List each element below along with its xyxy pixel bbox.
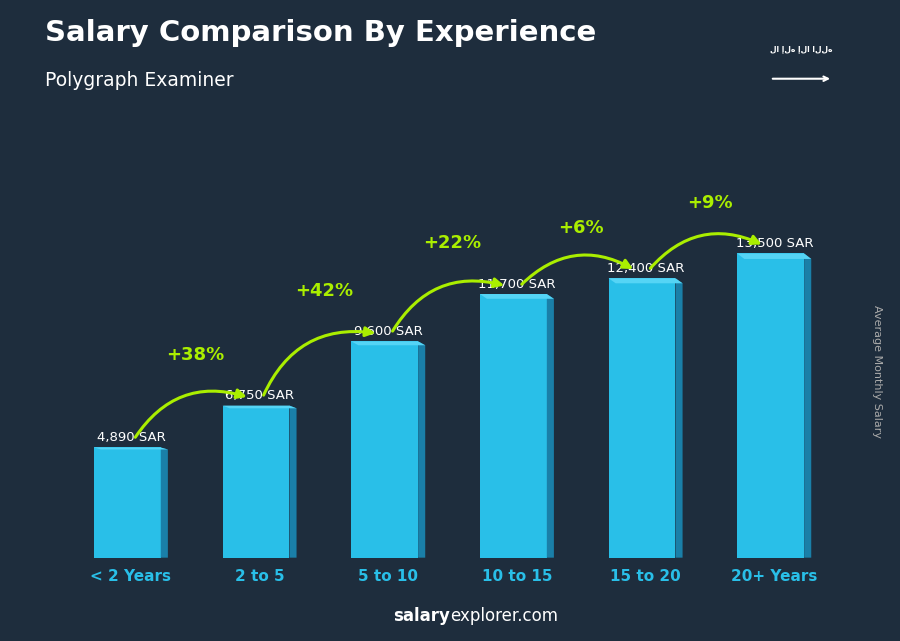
Bar	[608, 278, 676, 558]
Polygon shape	[161, 447, 168, 558]
Bar	[351, 342, 418, 558]
Text: 12,400 SAR: 12,400 SAR	[607, 262, 684, 275]
Text: 9,600 SAR: 9,600 SAR	[354, 325, 423, 338]
Polygon shape	[547, 294, 553, 558]
Text: salary: salary	[393, 607, 450, 625]
Text: 13,500 SAR: 13,500 SAR	[735, 237, 813, 250]
Text: 4,890 SAR: 4,890 SAR	[96, 431, 166, 444]
Text: +38%: +38%	[166, 346, 224, 364]
Polygon shape	[351, 342, 425, 345]
Polygon shape	[676, 278, 682, 558]
Text: لا إله إلا الله: لا إله إلا الله	[770, 45, 832, 54]
Text: +9%: +9%	[687, 194, 733, 212]
Polygon shape	[418, 342, 425, 558]
Polygon shape	[290, 406, 296, 558]
Text: Salary Comparison By Experience: Salary Comparison By Experience	[45, 19, 596, 47]
Text: Polygraph Examiner: Polygraph Examiner	[45, 71, 234, 90]
Polygon shape	[222, 406, 296, 408]
Polygon shape	[737, 253, 811, 259]
Text: 6,750 SAR: 6,750 SAR	[225, 389, 294, 402]
Text: explorer.com: explorer.com	[450, 607, 558, 625]
Text: Average Monthly Salary: Average Monthly Salary	[872, 305, 883, 438]
Bar	[94, 447, 161, 558]
Text: +22%: +22%	[424, 235, 482, 253]
Text: +6%: +6%	[558, 219, 604, 237]
Polygon shape	[480, 294, 554, 299]
Bar	[480, 294, 547, 558]
Polygon shape	[608, 278, 682, 283]
Bar	[222, 406, 290, 558]
Bar	[737, 253, 805, 558]
Polygon shape	[94, 447, 168, 449]
Polygon shape	[805, 253, 811, 558]
Text: 11,700 SAR: 11,700 SAR	[478, 278, 555, 290]
Text: +42%: +42%	[295, 281, 353, 300]
